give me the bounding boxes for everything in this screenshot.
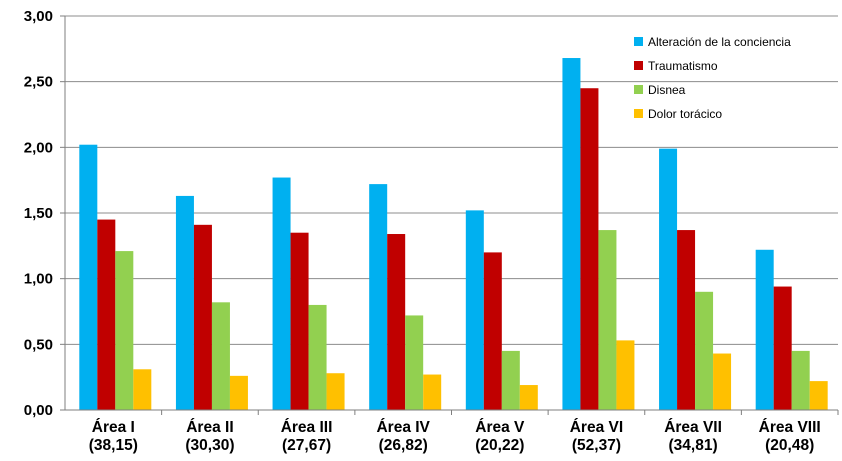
- bar: [405, 315, 424, 410]
- x-category-sublabel: (30,30): [185, 437, 234, 454]
- y-tick-label: 1,00: [24, 271, 53, 288]
- legend-label: Traumatismo: [648, 59, 718, 73]
- bar: [519, 385, 538, 410]
- bar: [713, 353, 732, 410]
- x-category-sublabel: (34,81): [669, 437, 718, 454]
- bar: [175, 195, 194, 410]
- legend: Alteración de la conciencia Traumatismo Di…: [634, 35, 791, 121]
- y-tick-label: 1,50: [24, 205, 53, 222]
- y-tick-label: 0,00: [24, 402, 53, 419]
- bar: [755, 249, 774, 410]
- legend-label: Alteración de la conciencia: [648, 35, 791, 49]
- bar: [193, 224, 212, 410]
- x-category-label: Área VII: [664, 419, 722, 436]
- bar: [501, 350, 520, 410]
- x-category-label: Área II: [186, 419, 233, 436]
- bar: [677, 230, 696, 410]
- bar: [387, 234, 406, 410]
- y-axis-tick-labels: 0,00 0,50 1,00 1,50 2,00 2,50 3,00: [24, 8, 53, 419]
- bar: [695, 291, 714, 410]
- x-category-sublabel: (20,48): [765, 437, 814, 454]
- legend-label: Disnea: [648, 83, 686, 97]
- bar: [272, 177, 291, 410]
- y-tick-label: 0,50: [24, 336, 53, 353]
- x-category-sublabel: (26,82): [379, 437, 428, 454]
- bar: [616, 340, 635, 410]
- legend-swatch: [634, 37, 643, 46]
- y-tick-label: 2,00: [24, 139, 53, 156]
- x-category-label: Área VIII: [759, 419, 821, 436]
- bar: [79, 144, 98, 410]
- bar: [483, 252, 502, 410]
- bar: [791, 350, 810, 410]
- bar: [598, 230, 617, 410]
- axes: [60, 15, 839, 415]
- x-axis-category-labels: Área I(38,15) Área II(30,30) Área III(27,6…: [89, 419, 821, 454]
- x-category-sublabel: (52,37): [572, 437, 621, 454]
- bar: [773, 286, 792, 410]
- bar: [369, 184, 388, 410]
- bar: [290, 232, 309, 410]
- x-category-sublabel: (20,22): [475, 437, 524, 454]
- bar: [115, 251, 134, 410]
- y-tick-label: 2,50: [24, 74, 53, 91]
- legend-swatch: [634, 109, 643, 118]
- bar: [809, 381, 828, 410]
- bar: [580, 88, 599, 410]
- x-category-label: Área V: [475, 419, 525, 436]
- bar: [423, 374, 442, 410]
- x-category-sublabel: (38,15): [89, 437, 138, 454]
- bar: [97, 219, 116, 410]
- bar: [326, 373, 345, 410]
- bar: [229, 375, 248, 410]
- bar: [308, 304, 327, 410]
- bar: [659, 148, 678, 410]
- bar: [465, 210, 484, 410]
- bar: [133, 369, 152, 410]
- bars: [79, 58, 828, 410]
- bar: [562, 58, 581, 410]
- x-category-label: Área III: [281, 419, 333, 436]
- bar: [211, 302, 230, 410]
- legend-swatch: [634, 85, 643, 94]
- x-category-label: Área VI: [570, 419, 623, 436]
- legend-label: Dolor torácico: [648, 107, 722, 121]
- x-category-label: Área I: [92, 419, 135, 436]
- x-category-sublabel: (27,67): [282, 437, 331, 454]
- x-category-label: Área IV: [376, 419, 430, 436]
- y-tick-label: 3,00: [24, 8, 53, 25]
- legend-swatch: [634, 61, 643, 70]
